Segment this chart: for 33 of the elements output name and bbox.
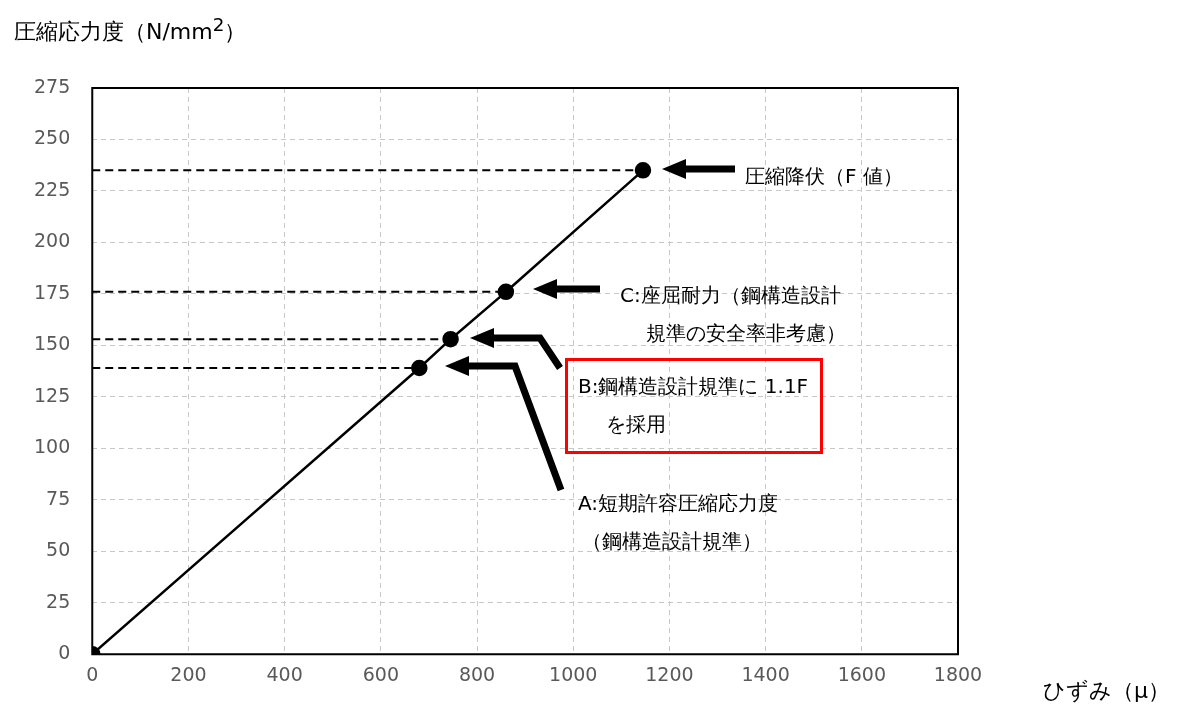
y-tick-label: 200 — [34, 229, 71, 252]
annotation: 圧縮降伏（F 値） — [745, 163, 903, 190]
x-tick-label: 400 — [266, 662, 303, 685]
y-tick-label: 225 — [34, 177, 71, 200]
annotation: B:鋼構造設計規準に 1.1Fを採用 — [578, 373, 809, 438]
x-tick-label: 800 — [458, 662, 496, 685]
y-tick-label: 150 — [34, 332, 71, 355]
annotation: C:座屈耐力（鋼構造設計規準の安全率非考慮） — [620, 282, 846, 347]
x-axis-title: ひずみ（μ） — [1043, 677, 1170, 705]
annotation: A:短期許容圧縮応力度（鋼構造設計規準） — [578, 490, 779, 555]
point — [411, 359, 428, 377]
point — [442, 330, 459, 348]
y-tick-label: 250 — [34, 126, 71, 149]
x-tick-label: 600 — [362, 662, 399, 685]
y-tick-label: 0 — [58, 641, 71, 664]
x-tick-label: 1400 — [741, 662, 790, 685]
y-tick-label: 75 — [46, 486, 71, 509]
point — [497, 283, 515, 301]
x-tick-label: 0 — [86, 662, 99, 685]
x-tick-label: 1600 — [837, 662, 886, 685]
x-tick-label: 1800 — [933, 662, 983, 685]
x-tick-label: 200 — [170, 662, 207, 685]
y-axis-title: 圧縮応力度（N/mm$^{2}$） — [14, 14, 247, 47]
y-tick-label: 175 — [34, 280, 71, 303]
x-tick-label: 1200 — [645, 662, 694, 685]
y-tick-label: 125 — [34, 383, 71, 406]
point — [634, 162, 652, 179]
y-tick-label: 275 — [34, 74, 71, 97]
callout-frame: B:鋼構造設計規準に 1.1Fを採用 — [565, 358, 824, 454]
y-tick-label: 100 — [34, 435, 71, 458]
y-tick-label: 25 — [46, 589, 71, 612]
x-tick-label: 1000 — [549, 662, 598, 685]
y-tick-label: 50 — [46, 538, 71, 561]
